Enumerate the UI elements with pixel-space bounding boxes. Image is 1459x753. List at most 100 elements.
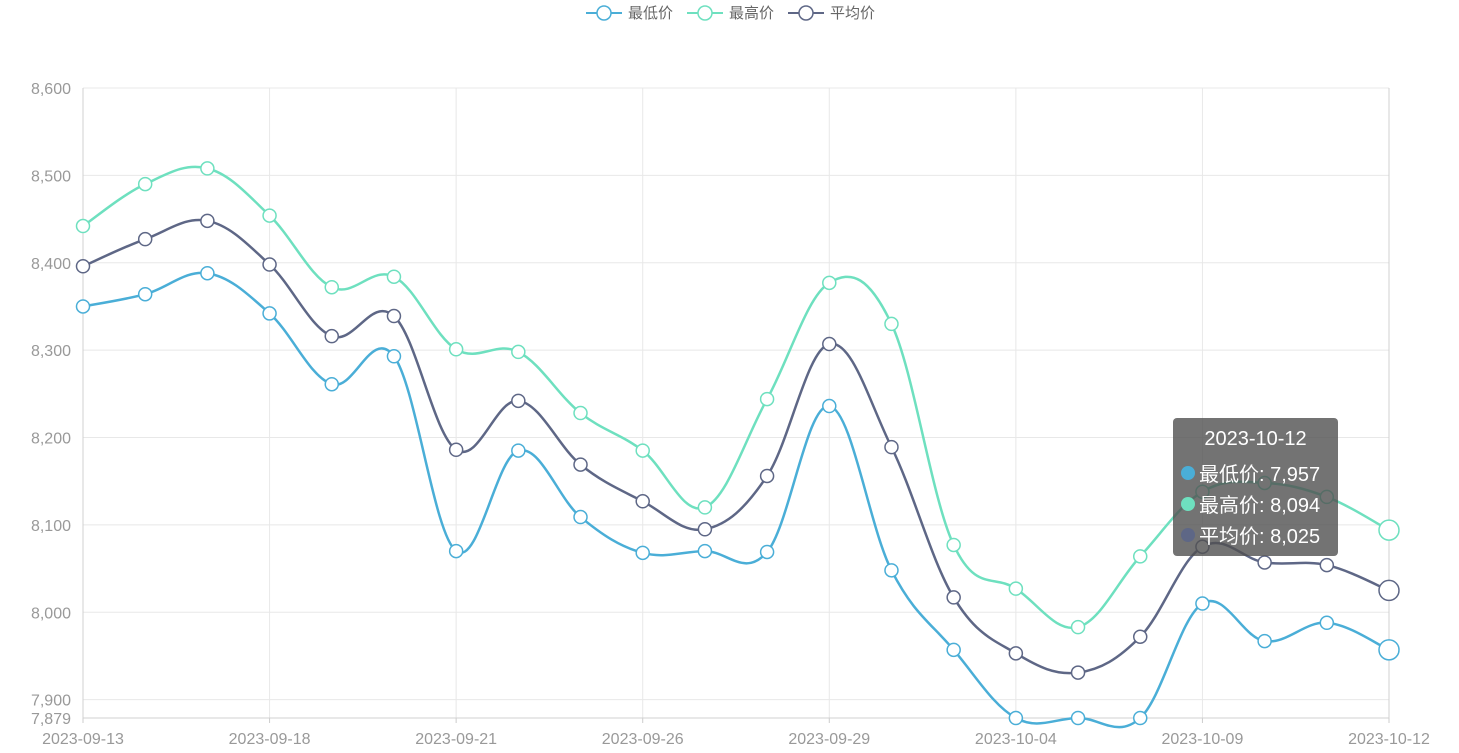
data-point-low [75,299,91,314]
data-point-avg [262,257,277,272]
tooltip-row-low: 最低价: 7,957 [1181,457,1330,488]
y-tick-label: 8,300 [31,343,71,360]
data-point-avg [697,522,713,537]
data-point-avg [75,259,91,274]
legend-item-avg[interactable]: 平均价 [786,2,875,23]
data-point-avg [1257,555,1272,570]
data-point-avg [884,439,899,455]
data-point-low [262,306,277,321]
data-point-high [386,269,402,284]
y-tick-label: 7,900 [31,693,71,710]
data-point-high [946,537,961,553]
data-point-low [946,642,961,658]
data-point-low [1008,710,1024,726]
y-tick-label: 8,100 [31,518,71,535]
data-point-avg [1132,629,1148,644]
x-tick-label: 2023-10-04 [975,731,1057,748]
legend-low-marker [585,4,622,21]
data-point-high [75,218,91,234]
data-point-high [511,344,526,360]
data-point-high [822,275,837,291]
data-point-low [573,509,588,525]
data-point-high [1070,619,1086,635]
legend-item-high[interactable]: 最高价 [685,2,774,23]
data-point-high [137,176,153,192]
legend-avg-marker [788,4,824,21]
data-point-low [200,265,215,281]
data-point-low [511,443,526,458]
tooltip-row-avg: 平均价: 8,025 [1181,519,1330,550]
data-point-avg [137,231,153,247]
data-point-avg [1070,665,1086,680]
data-point-low [448,543,464,559]
data-point-high [324,279,340,295]
data-point-avg [1319,557,1335,573]
data-point-high [697,500,713,515]
legend-avg-label: 平均价 [830,4,876,22]
data-point-avg [1008,646,1024,661]
data-point-low [386,349,402,364]
data-point-avg [1378,579,1400,602]
series-line-avg [82,218,1390,675]
tooltip-avg-text: 平均价: 8,025 [1199,526,1321,548]
tooltip: 2023-10-12 最低价: 7,957 最高价: 8,094 平均价: 8,… [1173,418,1338,556]
data-point-low [1319,615,1335,631]
data-point-low [635,545,650,561]
data-point-high [262,208,277,223]
y-tick-label: 7,879 [31,711,71,728]
legend-high-marker [686,4,723,21]
x-tick-label: 2023-10-09 [1162,731,1244,748]
data-point-low [137,286,153,302]
legend-low-label: 最低价 [627,4,673,22]
legend: 最低价 最高价 平均价 [0,2,1459,23]
data-point-avg [448,442,464,457]
x-tick-label: 2023-09-18 [229,731,311,748]
data-point-low [1132,710,1148,726]
data-point-high [200,161,215,176]
tooltip-high-dot [1181,496,1195,511]
tooltip-row-high: 最高价: 8,094 [1181,488,1330,519]
x-tick-label: 2023-09-29 [788,731,870,748]
data-point-low [1070,710,1086,726]
data-point-high [1378,519,1400,541]
data-point-high [759,391,775,407]
series-line-high [82,165,1390,630]
y-tick-label: 8,500 [31,168,71,185]
data-point-high [884,316,899,332]
data-point-low [884,563,899,578]
data-point-high [448,342,464,357]
legend-item-low[interactable]: 最低价 [584,2,673,23]
y-tick-label: 8,600 [31,81,71,98]
y-tick-label: 8,000 [31,605,71,622]
data-point-high [1132,549,1148,564]
data-point-low [1195,596,1210,611]
data-point-high [573,405,588,421]
legend-high-label: 最高价 [728,4,774,22]
x-tick-label: 2023-09-21 [415,731,497,748]
data-point-low [1378,639,1400,661]
data-point-avg [822,336,837,352]
data-point-avg [946,590,961,605]
tooltip-date: 2023-10-12 [1204,428,1307,450]
data-point-low [822,398,837,414]
data-point-avg [511,393,526,409]
data-point-avg [635,494,650,509]
data-point-high [635,443,650,458]
tooltip-low-text: 最低价: 7,957 [1199,464,1321,486]
data-point-avg [386,308,402,324]
tooltip-avg-dot [1181,527,1195,542]
data-point-low [759,544,775,560]
y-tick-label: 8,200 [31,431,71,448]
data-point-avg [324,328,340,344]
x-tick-label: 2023-09-26 [602,731,684,748]
tooltip-high-text: 最高价: 8,094 [1199,495,1321,517]
data-point-avg [200,213,215,229]
y-tick-label: 8,400 [31,256,71,273]
x-tick-label: 2023-09-13 [42,731,124,748]
data-point-high [1008,581,1024,596]
data-point-low [697,543,713,559]
tooltip-low-dot [1181,465,1195,480]
data-point-avg [573,457,588,472]
data-point-low [324,376,340,392]
